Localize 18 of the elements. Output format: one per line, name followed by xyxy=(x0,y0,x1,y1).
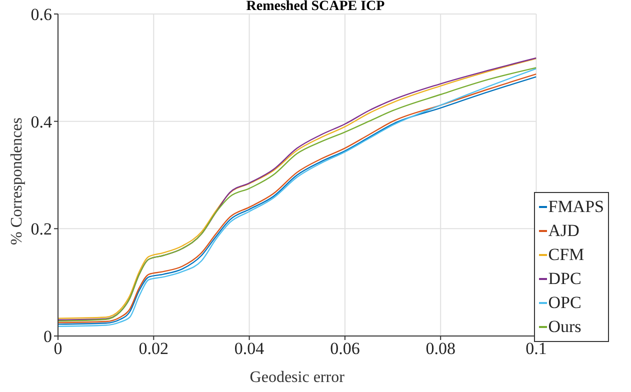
x-tick-label: 0.06 xyxy=(330,339,360,358)
y-axis-title: % Correspondences xyxy=(8,117,26,245)
legend-label: Ours xyxy=(548,316,582,338)
y-tick-label: 0.2 xyxy=(30,220,52,239)
x-tick-label: 0.1 xyxy=(526,339,547,358)
legend-label: CFM xyxy=(548,244,584,266)
y-tick-label: 0.6 xyxy=(30,5,52,24)
legend-label: OPC xyxy=(548,292,582,314)
legend-label: DPC xyxy=(548,268,582,290)
x-tick-label: 0.02 xyxy=(138,339,169,358)
legend-label: FMAPS xyxy=(548,196,604,218)
x-tick-label: 0.04 xyxy=(234,339,265,358)
x-tick-label: 0.08 xyxy=(426,339,456,358)
x-axis-title: Geodesic error xyxy=(250,369,346,386)
y-tick-label: 0.4 xyxy=(30,112,52,132)
chart-title: Remeshed SCAPE ICP xyxy=(246,0,385,14)
legend-label: AJD xyxy=(548,220,580,242)
y-tick-label: 0 xyxy=(44,327,52,346)
